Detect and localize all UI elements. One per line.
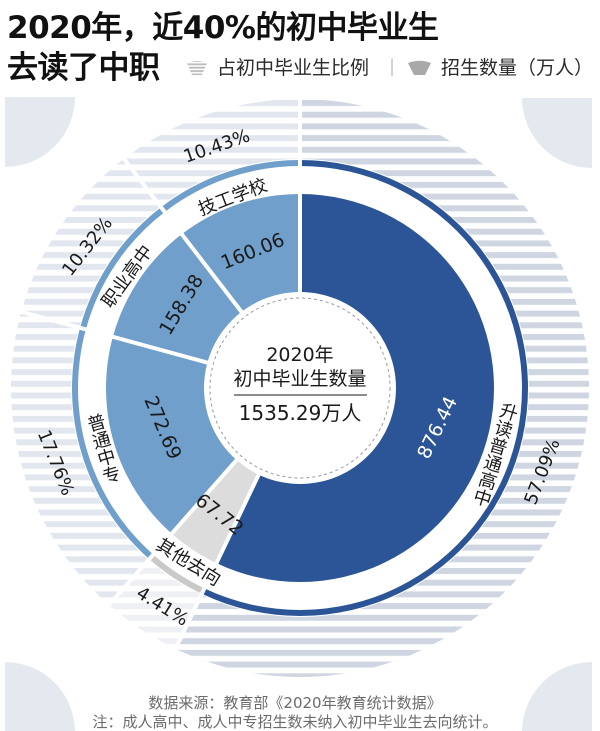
footer-source: 数据来源：教育部《2020年教育统计数据》 xyxy=(148,694,442,712)
separator-line-3 xyxy=(16,308,214,367)
legend-label-enrollment: 招生数量（万人） xyxy=(441,57,594,79)
corner-decoration-bottom-right xyxy=(522,662,592,731)
outer-stripe-other xyxy=(108,559,202,649)
separator-line-4 xyxy=(119,154,247,318)
thin-category-ring xyxy=(72,159,529,616)
ring-segment-secondary-specialized xyxy=(72,327,154,560)
corner-decoration-bottom-left xyxy=(5,662,75,731)
center-total: 1535.29万人 xyxy=(238,401,362,425)
corner-decoration-top-left xyxy=(5,97,75,167)
striped-wedge-icon xyxy=(187,61,207,75)
footer-note: 注：成人高中、成人中专招生数未纳入初中毕业生去向统计。 xyxy=(92,713,498,731)
page-title-line2: 去读了中职 xyxy=(7,50,160,86)
legend-label-percentage: 占初中毕业生比例 xyxy=(217,57,370,79)
slice-separators xyxy=(16,95,302,654)
outer-stripe-technical-school xyxy=(123,99,300,207)
outer-stripe-secondary-specialized xyxy=(10,311,149,605)
page-title-line1: 2020年，近40%的初中毕业生 xyxy=(7,10,439,46)
separator-line-1 xyxy=(172,468,264,654)
separator-line-2 xyxy=(104,454,243,610)
ring-segment-other xyxy=(149,554,205,594)
center-label: 初中毕业生数量 xyxy=(233,368,367,390)
solid-wedge-icon xyxy=(408,60,431,75)
center-divider xyxy=(234,394,367,396)
center-disc xyxy=(204,292,396,484)
center-year: 2020年 xyxy=(266,344,334,366)
outer-percentage-ring xyxy=(10,99,590,677)
outer-stripe-vocational-high-school xyxy=(21,158,161,328)
center-dashed-border xyxy=(209,297,391,479)
outer-stripe-general-high-school xyxy=(175,99,590,677)
legend-separator: | xyxy=(389,56,396,77)
corner-decoration-top-right xyxy=(522,98,592,168)
ring-segment-vocational-high-school xyxy=(80,207,165,330)
ring-segment-technical-school xyxy=(161,159,300,212)
